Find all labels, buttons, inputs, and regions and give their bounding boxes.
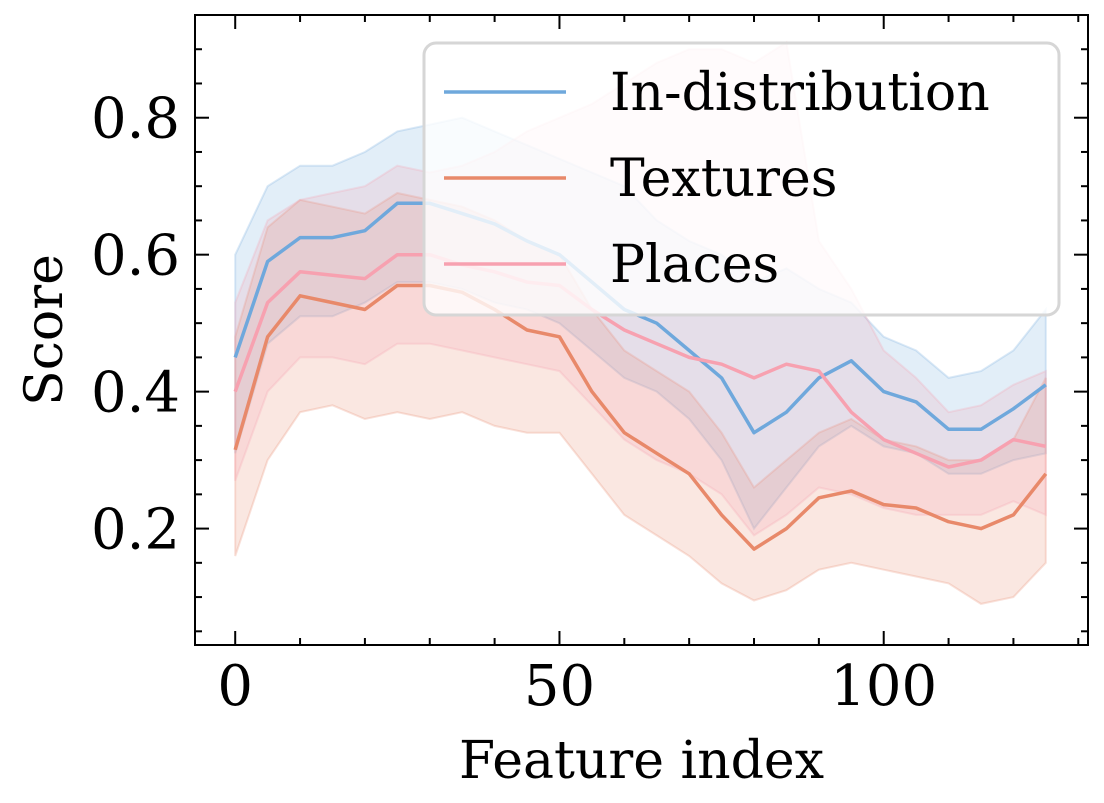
y-axis-label: Score — [15, 254, 75, 406]
legend-label: Textures — [610, 149, 837, 209]
x-tick-label: 0 — [217, 654, 253, 719]
x-tick-label: 100 — [830, 654, 937, 719]
y-tick-label: 0.2 — [91, 498, 180, 563]
legend-label: Places — [610, 235, 779, 295]
x-tick-label: 50 — [524, 654, 595, 719]
legend-box — [422, 41, 1061, 317]
x-axis-label: Feature index — [459, 731, 824, 791]
y-tick-label: 0.8 — [91, 87, 180, 152]
series-line-1 — [233, 283, 1048, 551]
y-tick-label: 0.6 — [91, 224, 180, 289]
plot-frame — [194, 14, 1089, 646]
series-line-2 — [233, 252, 1047, 469]
y-tick-label: 0.4 — [91, 361, 180, 426]
axis-tick-labels: 0 50 100 0.2 0.4 0.6 0.8 — [91, 87, 937, 719]
axis-ticks — [195, 15, 1088, 645]
legend: In-distribution Textures Places — [422, 41, 1061, 317]
legend-label: In-distribution — [610, 63, 990, 123]
